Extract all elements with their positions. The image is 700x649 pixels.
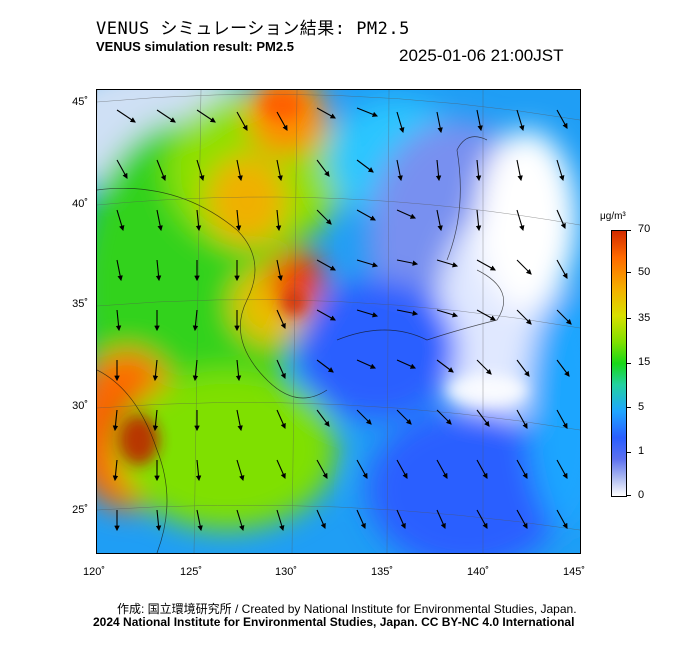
colorbar-tick [626,230,631,231]
lon-label-120: 120˚ [82,566,106,578]
colorbar-label-15: 15 [638,356,651,368]
title-english: VENUS simulation result: PM2.5 [96,39,294,54]
title-japanese: VENUS シミュレーション結果: PM2.5 [96,19,410,39]
colorbar-tick [626,272,631,273]
colorbar-tick [626,407,631,408]
lat-label-45: 45˚ [72,96,88,108]
colorbar [611,230,627,497]
colorbar-tick [626,363,631,364]
lat-label-25: 25˚ [72,504,88,516]
lon-label-130: 130˚ [274,566,298,578]
colorbar-unit: μg/m³ [600,211,626,222]
colorbar-label-5: 5 [638,401,645,413]
lon-label-135: 135˚ [370,566,394,578]
colorbar-label-70: 70 [638,223,651,235]
credit-text: 作成: 国立環境研究所 / Created by National Instit… [117,602,577,616]
lat-label-40: 40˚ [72,198,88,210]
lat-label-30: 30˚ [72,400,88,412]
wind-vectors [112,107,572,532]
colorbar-label-0: 0 [638,489,645,501]
license-text: 2024 National Institute for Environmenta… [93,615,575,629]
pm25-map [96,89,581,554]
forecast-timestamp: 2025-01-06 21:00JST [399,46,564,65]
lat-label-35: 35˚ [72,298,88,310]
colorbar-label-35: 35 [638,312,651,324]
colorbar-tick [626,452,631,453]
colorbar-label-1: 1 [638,445,645,457]
lon-label-140: 140˚ [466,566,490,578]
colorbar-label-50: 50 [638,266,651,278]
colorbar-tick [626,318,631,319]
lon-label-145: 145˚ [562,566,586,578]
lon-label-125: 125˚ [179,566,203,578]
colorbar-tick [626,495,631,496]
